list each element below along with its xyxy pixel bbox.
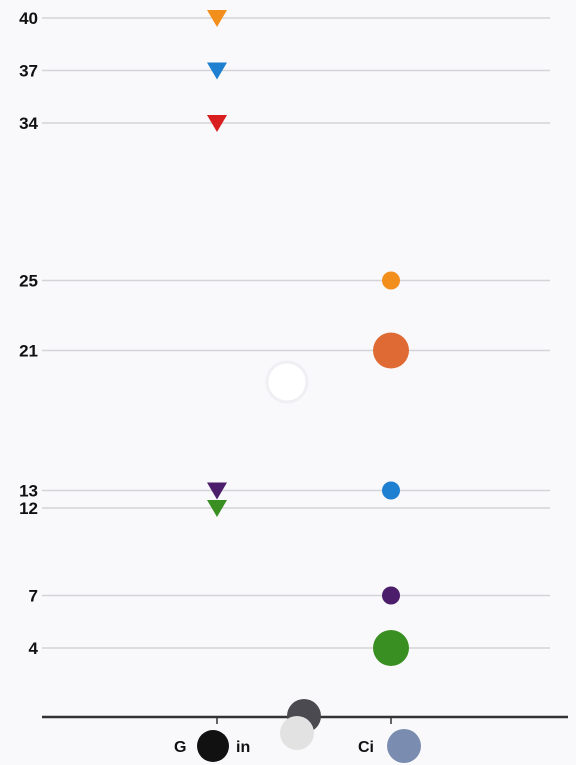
data-point (382, 271, 400, 290)
white-ring-dot (265, 360, 309, 404)
x-label-in: in (236, 739, 250, 756)
y-tick-label: 25 (19, 272, 38, 291)
data-point (207, 62, 227, 80)
y-tick-label: 40 (19, 9, 38, 28)
y-tick-label: 12 (19, 499, 38, 518)
overlay-dots (197, 360, 421, 763)
y-tick-label: 21 (19, 342, 38, 361)
data-point (207, 500, 227, 517)
data-point (207, 10, 227, 27)
data-point (382, 586, 400, 605)
y-tick-label: 37 (19, 62, 38, 81)
y-tick-label: 13 (19, 482, 38, 501)
x-label-g: G (174, 739, 186, 756)
y-tick-label: 7 (29, 587, 38, 606)
y-tick-label: 34 (19, 114, 38, 133)
gridlines (42, 17, 550, 649)
data-point (373, 630, 409, 666)
data-point (373, 332, 409, 369)
x-label-ci: Ci (358, 739, 374, 756)
data-point (382, 481, 400, 500)
black-dot (197, 730, 229, 762)
light-gray-dot (280, 716, 314, 750)
data-point (207, 115, 227, 132)
data-points (207, 10, 409, 666)
y-tick-label: 4 (29, 639, 39, 658)
slate-blue-dot (387, 729, 421, 763)
data-point (207, 482, 227, 500)
